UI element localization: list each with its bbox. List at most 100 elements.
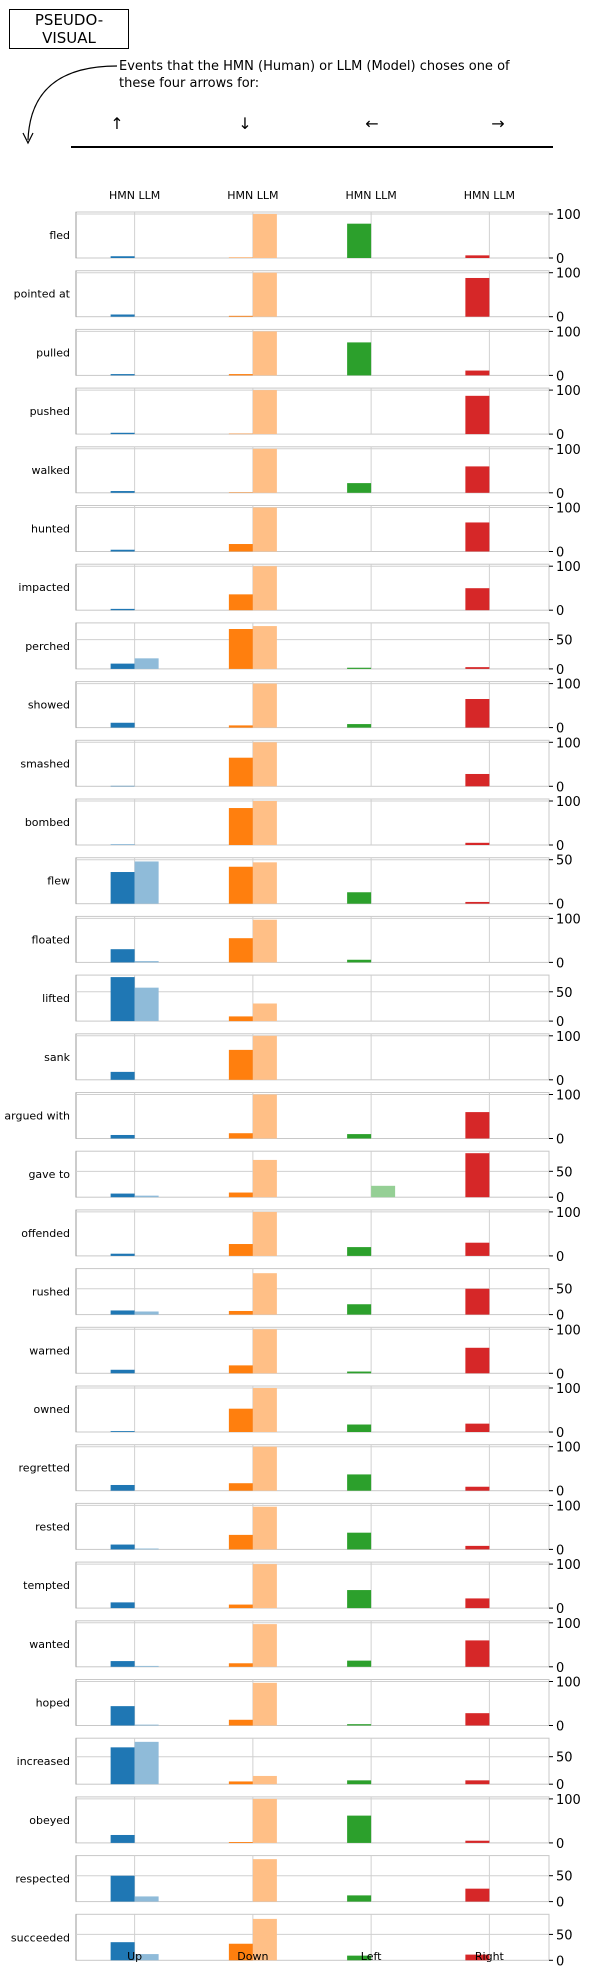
- bar-hmn-right: [465, 370, 490, 376]
- row-label: succeeded: [11, 1931, 70, 1944]
- bar-hmn-down: [228, 315, 253, 317]
- bar-hmn-up: [110, 608, 135, 611]
- y-tick-label: 100: [556, 912, 581, 927]
- y-tick-label: 100: [556, 1030, 581, 1045]
- row-label: pushed: [30, 405, 70, 418]
- bar-hmn-down: [228, 594, 253, 611]
- bar-llm-down: [252, 1003, 277, 1022]
- row-frame: [75, 1502, 550, 1550]
- bar-hmn-left: [347, 959, 372, 963]
- row-label: hoped: [36, 1697, 70, 1710]
- y-tick-label: 100: [556, 1499, 581, 1514]
- bar-hmn-down: [228, 1663, 253, 1667]
- y-tick-label: 50: [556, 1928, 573, 1943]
- bar-hmn-left: [347, 1371, 372, 1374]
- bar-llm-down: [252, 507, 277, 552]
- row-label: impacted: [18, 581, 70, 594]
- y-tick-label: 100: [556, 678, 581, 693]
- bar-hmn-down: [228, 866, 253, 904]
- bar-hmn-up: [110, 1602, 135, 1609]
- arrow-down-icon: ↓: [238, 114, 252, 133]
- x-category-label: Right: [475, 1950, 505, 1963]
- row-label: showed: [28, 699, 70, 712]
- bar-hmn-up: [110, 314, 135, 317]
- bar-llm-up: [134, 1896, 159, 1902]
- bar-llm-down: [252, 448, 277, 493]
- y-tick-label: 0: [556, 956, 564, 971]
- bar-hmn-up: [110, 872, 135, 904]
- y-tick-label: 0: [556, 1250, 564, 1265]
- row-label: pulled: [36, 346, 70, 359]
- bar-llm-down: [252, 1564, 277, 1609]
- bar-hmn-right: [465, 1640, 490, 1667]
- y-tick-label: 0: [556, 1720, 564, 1735]
- bar-hmn-left: [347, 223, 372, 258]
- row-frame: [75, 1033, 550, 1081]
- y-tick-label: 100: [556, 1793, 581, 1808]
- row-frame: [75, 1444, 550, 1492]
- row-frame: [75, 328, 550, 376]
- bar-hmn-right: [465, 1242, 490, 1256]
- y-tick-label: 100: [556, 736, 581, 751]
- y-tick-label: 0: [556, 1426, 564, 1441]
- bar-llm-down: [252, 272, 277, 317]
- y-tick-label: 100: [556, 1089, 581, 1104]
- y-tick-label: 50: [556, 854, 573, 869]
- y-tick-label: 100: [556, 208, 581, 223]
- bar-hmn-right: [465, 1954, 490, 1961]
- bar-llm-up: [134, 1724, 159, 1726]
- bar-hmn-down: [228, 544, 253, 552]
- bar-hmn-up: [110, 1071, 135, 1080]
- bar-llm-up: [134, 1741, 159, 1785]
- y-tick-label: 0: [556, 1954, 564, 1969]
- row-label: lifted: [42, 992, 70, 1005]
- bar-hmn-left: [347, 1590, 372, 1609]
- bar-llm-up: [134, 1195, 159, 1198]
- y-tick-label: 0: [556, 546, 564, 561]
- bar-hmn-up: [110, 722, 135, 728]
- row-label: flew: [47, 875, 70, 888]
- bar-hmn-down: [228, 1534, 253, 1550]
- bar-hmn-left: [347, 1424, 372, 1432]
- bar-hmn-right: [465, 277, 490, 317]
- bar-hmn-down: [228, 1483, 253, 1491]
- row-frame: [75, 798, 550, 846]
- y-tick-label: 0: [556, 1485, 564, 1500]
- bar-llm-down: [252, 390, 277, 435]
- bar-hmn-right: [465, 1347, 490, 1374]
- y-tick-label: 0: [556, 898, 564, 913]
- bar-hmn-right: [465, 395, 490, 435]
- y-tick-label: 50: [556, 1870, 573, 1885]
- bar-hmn-right: [465, 1153, 490, 1198]
- row-label: smashed: [20, 757, 70, 770]
- y-tick-label: 0: [556, 1133, 564, 1148]
- y-tick-label: 0: [556, 428, 564, 443]
- bar-llm-down: [252, 626, 277, 669]
- bar-hmn-up: [110, 256, 135, 258]
- bar-hmn-right: [465, 1713, 490, 1726]
- bar-hmn-right: [465, 1780, 490, 1785]
- bar-hmn-right: [465, 1888, 490, 1902]
- bar-hmn-left: [347, 1304, 372, 1315]
- x-category-label: Up: [127, 1950, 142, 1963]
- y-tick-label: 100: [556, 325, 581, 340]
- bar-hmn-left: [347, 1724, 372, 1726]
- y-tick-label: 100: [556, 267, 581, 282]
- bar-llm-left: [371, 1185, 396, 1198]
- bar-hmn-down: [228, 1133, 253, 1139]
- bar-hmn-right: [465, 1598, 490, 1609]
- y-tick-label: 0: [556, 369, 564, 384]
- bar-llm-down: [252, 683, 277, 728]
- bar-hmn-left: [347, 667, 372, 669]
- row-label: rushed: [32, 1286, 70, 1299]
- row-label: offended: [21, 1227, 70, 1240]
- bar-hmn-left: [347, 1780, 372, 1785]
- y-tick-label: 0: [556, 839, 564, 854]
- bar-hmn-right: [465, 842, 490, 845]
- bar-llm-down: [252, 801, 277, 845]
- bar-llm-down: [252, 214, 277, 258]
- bar-hmn-right: [465, 773, 490, 787]
- row-label: bombed: [25, 816, 70, 829]
- arrow-left-icon: ←: [365, 114, 379, 133]
- y-tick-label: 0: [556, 311, 564, 326]
